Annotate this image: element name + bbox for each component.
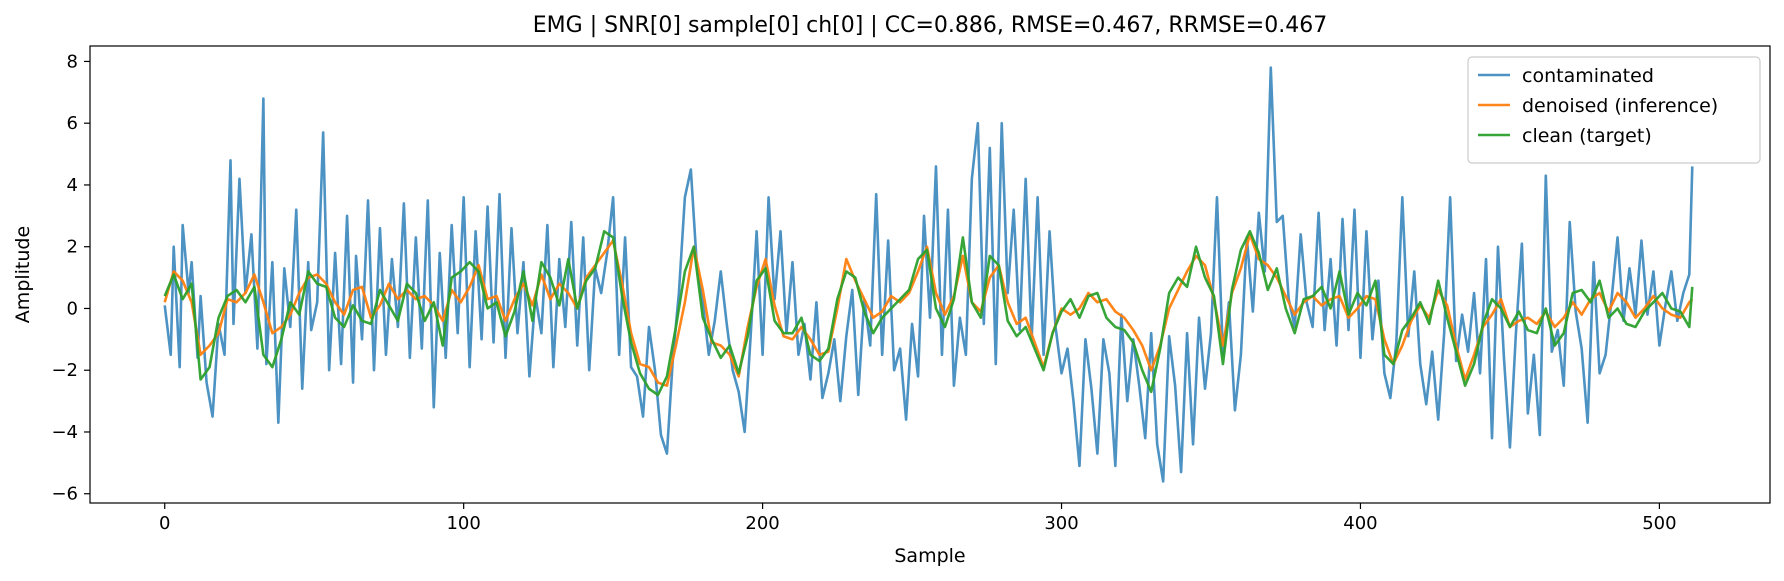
x-tick-label: 500 [1642,513,1676,534]
y-tick-label: 8 [67,51,78,72]
x-tick-label: 100 [446,513,480,534]
y-tick-label: −2 [51,360,78,381]
x-tick-label: 200 [745,513,779,534]
x-tick-label: 300 [1044,513,1078,534]
legend-label: contaminated [1522,65,1654,87]
x-axis-label: Sample [894,545,965,567]
legend-box [1467,56,1761,164]
y-tick-label: 4 [67,175,78,196]
y-tick-label: 0 [67,298,78,319]
y-axis: −6 −4 −2 0 2 4 6 8 [51,51,90,505]
y-axis-label: Amplitude [12,226,34,323]
y-tick-label: 2 [67,237,78,258]
series-line-contaminated [163,66,1694,483]
plot-frame [89,45,1771,504]
x-tick-label: 0 [159,513,170,534]
series-layer [163,66,1694,483]
legend: contaminated denoised (inference) clean (t… [1467,56,1761,164]
legend-label: clean (target) [1522,125,1652,147]
legend-label: denoised (inference) [1522,95,1718,117]
y-tick-label: 6 [67,113,78,134]
x-tick-label: 400 [1343,513,1377,534]
chart-title: EMG | SNR[0] sample[0] ch[0] | CC=0.886,… [533,13,1327,38]
y-tick-label: −6 [51,484,78,505]
x-axis: 0 100 200 300 400 500 [159,503,1677,534]
series-line-clean-target [163,229,1694,397]
y-tick-label: −4 [51,422,78,443]
